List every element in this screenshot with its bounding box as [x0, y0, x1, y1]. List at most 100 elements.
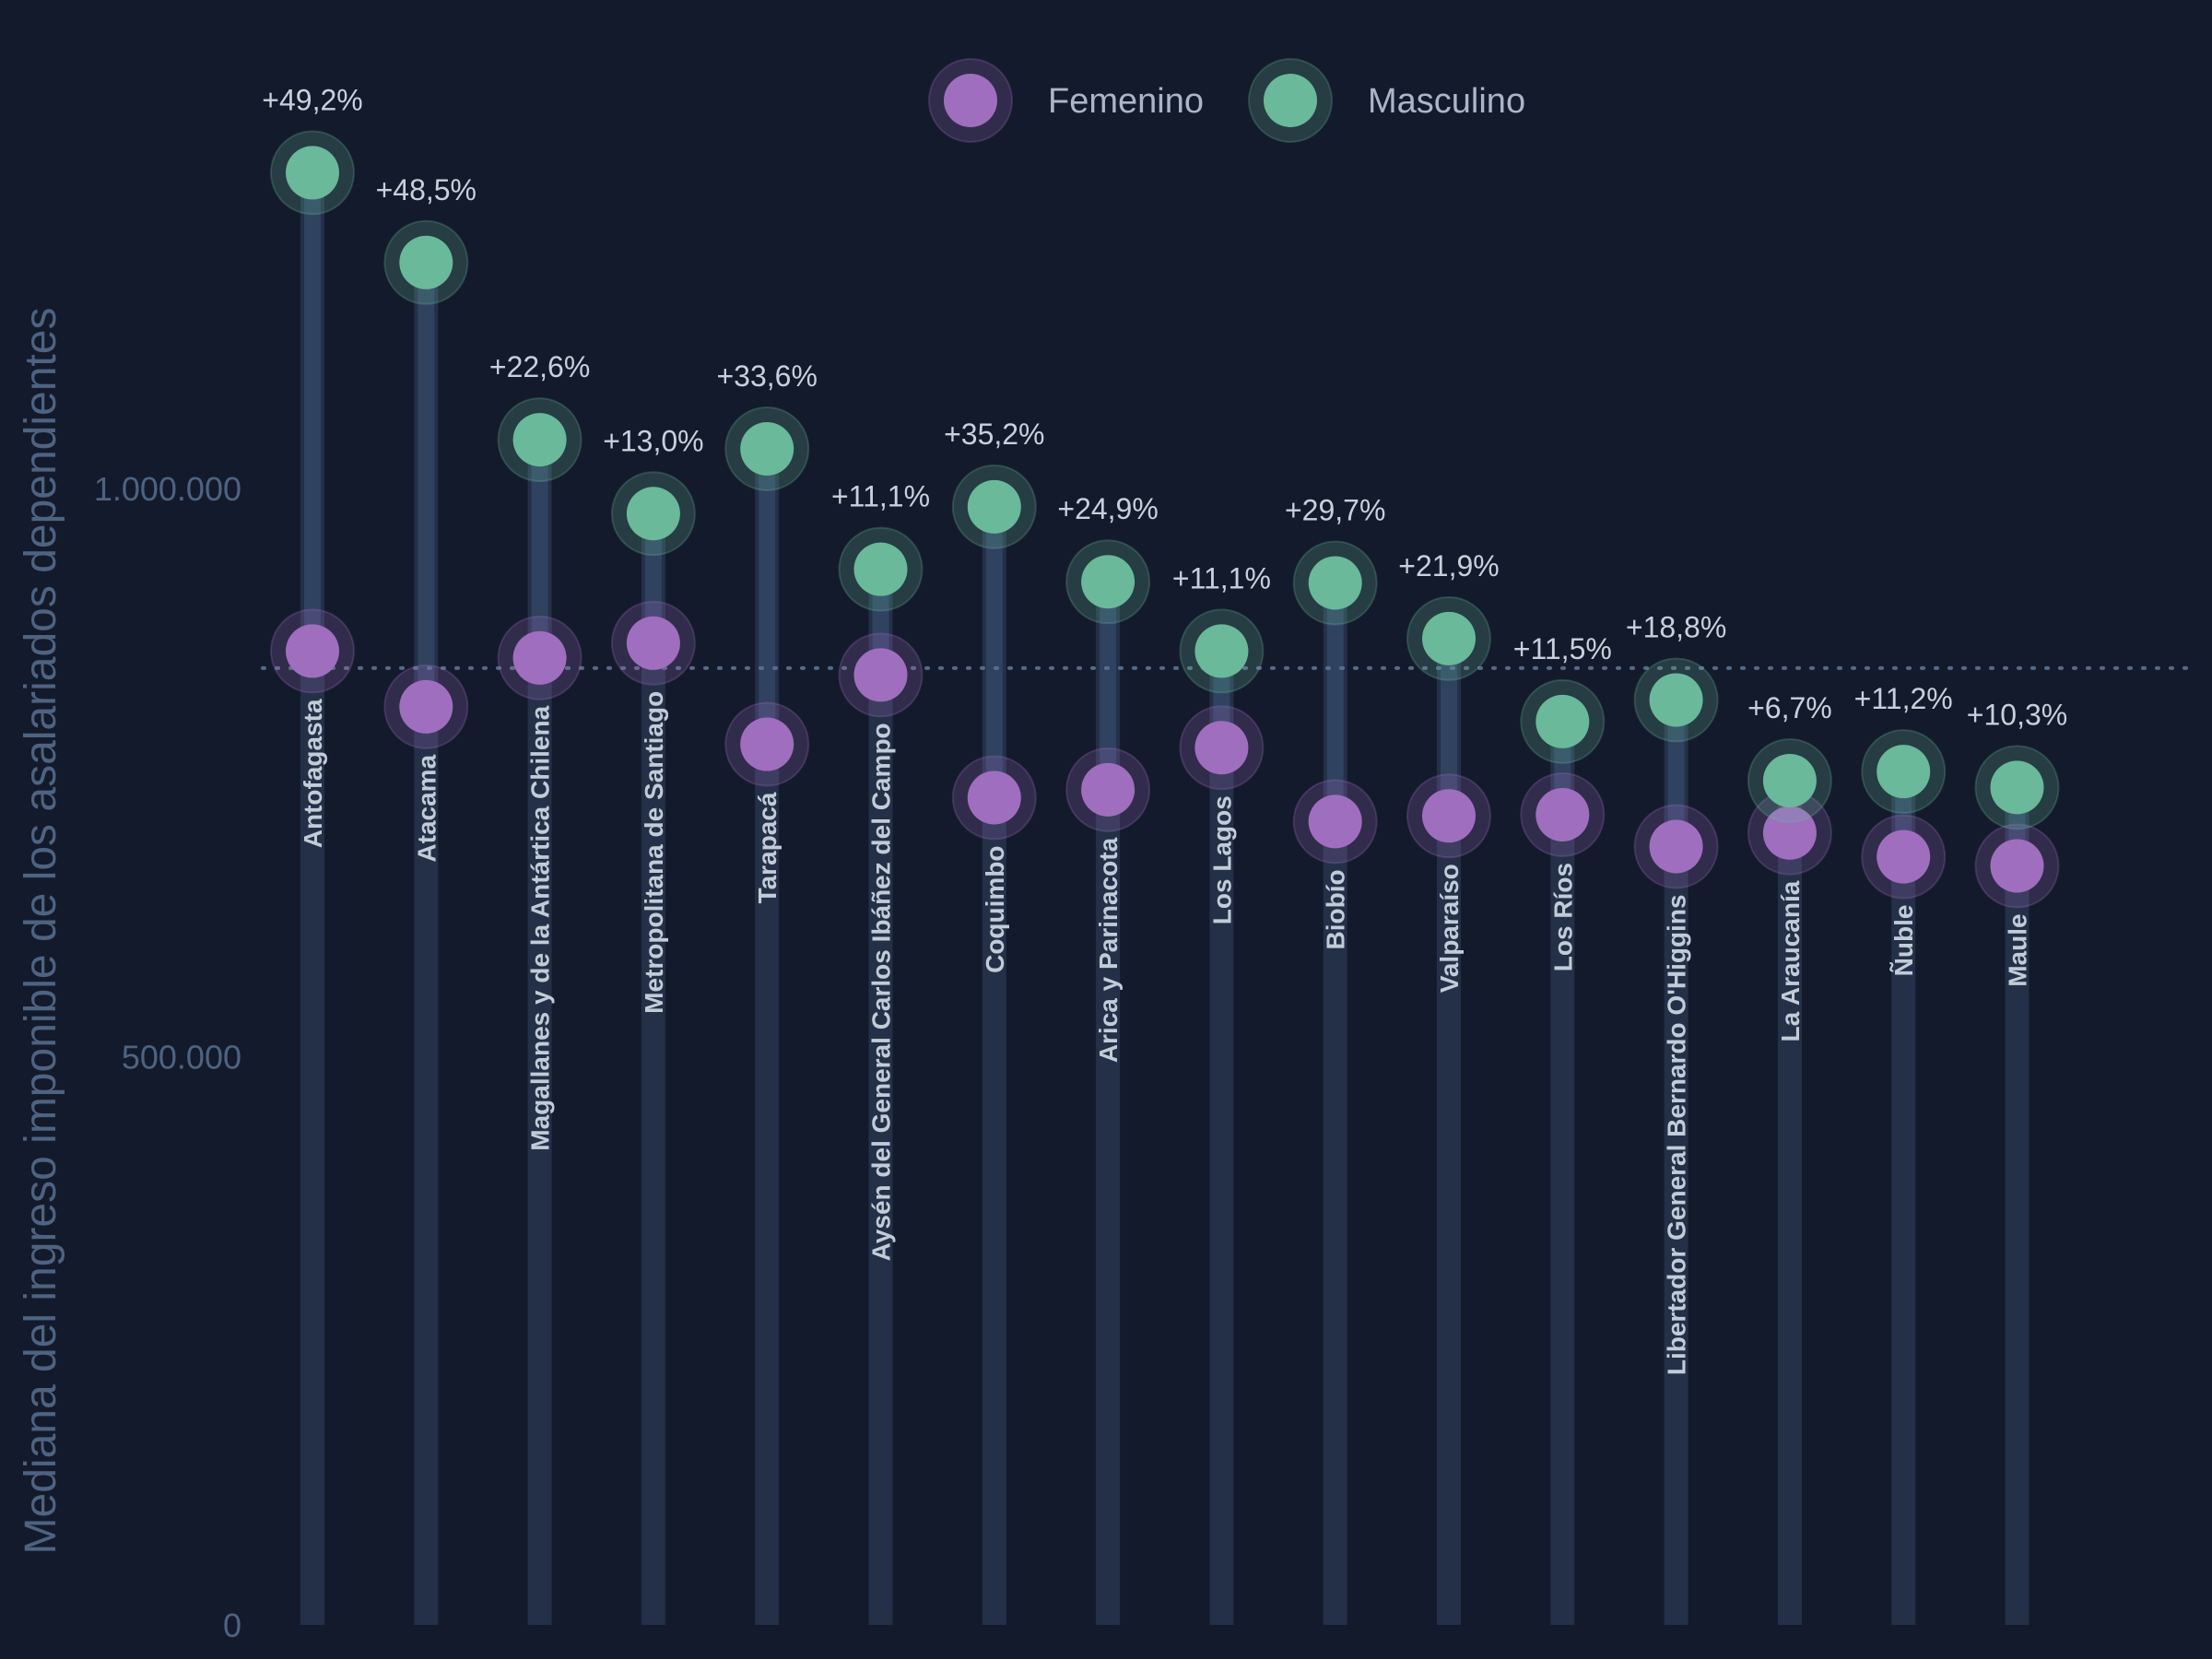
legend-item-femenino: Femenino	[928, 58, 1204, 143]
dot-masculino	[1422, 611, 1476, 665]
dot-masculino	[286, 146, 339, 200]
connector-bar	[1100, 582, 1117, 790]
legend-label-masculino: Masculino	[1368, 82, 1525, 121]
category-label: Maule	[2004, 913, 2032, 986]
difference-label: +48,5%	[376, 173, 477, 206]
dot-femenino	[399, 679, 453, 734]
dot-masculino	[512, 413, 567, 467]
category-label: Valparaíso	[1435, 864, 1464, 993]
category-label: Aysén del General Carlos Ibáñez del Camp…	[867, 723, 896, 1261]
difference-label: +33,6%	[716, 359, 817, 393]
dot-femenino	[1081, 762, 1135, 817]
dot-femenino	[967, 771, 1021, 825]
track-bar	[641, 513, 665, 1626]
connector-bar	[418, 262, 435, 707]
dot-masculino	[1081, 555, 1135, 609]
dot-femenino	[1194, 721, 1249, 775]
difference-label: +29,7%	[1285, 493, 1385, 526]
dot-masculino	[853, 542, 908, 596]
difference-label: +18,8%	[1626, 610, 1726, 643]
difference-label: +35,2%	[944, 418, 1044, 451]
dot-masculino	[1649, 673, 1703, 727]
category-label: Los Ríos	[1548, 863, 1577, 971]
connector-bar	[985, 506, 1003, 798]
legend-label-femenino: Femenino	[1048, 82, 1204, 121]
difference-label: +24,9%	[1057, 492, 1158, 525]
dot-masculino	[1762, 753, 1817, 807]
dot-femenino	[853, 648, 908, 702]
connector-bar	[644, 513, 662, 643]
track-bar	[1209, 651, 1234, 1625]
connector-bar	[1667, 700, 1685, 847]
dot-masculino	[626, 487, 680, 541]
category-label: La Araucanía	[1776, 880, 1805, 1041]
category-label: Los Lagos	[1207, 795, 1236, 924]
category-labels: Antofagasta Atacama Magallanes y de la Ant…	[299, 691, 2032, 1375]
category-label: Ñuble	[1889, 905, 1918, 977]
category-label: Biobío	[1322, 869, 1350, 949]
y-tick-label: 0	[223, 1606, 241, 1644]
tracks	[300, 172, 2030, 1626]
connector-bar	[531, 440, 548, 658]
dot-femenino	[626, 616, 680, 670]
dot-femenino	[1762, 806, 1817, 860]
dot-masculino	[1194, 624, 1249, 678]
category-label: Tarapacá	[753, 792, 782, 903]
dot-femenino	[1877, 830, 1931, 884]
connector-bar	[1326, 582, 1344, 822]
dot-masculino	[1308, 556, 1362, 610]
dot-femenino	[1649, 819, 1703, 874]
track-bar	[1550, 721, 1575, 1625]
difference-label: +49,2%	[262, 83, 362, 116]
dot-femenino	[740, 717, 794, 771]
difference-label: +21,9%	[1398, 549, 1499, 582]
category-label: Antofagasta	[299, 699, 327, 848]
dot-femenino	[512, 630, 567, 685]
y-axis-label: Mediana del ingreso imponible de los asa…	[17, 308, 65, 1555]
connector-bar	[1441, 638, 1457, 817]
dot-masculino	[740, 421, 794, 476]
dot-femenino	[1535, 787, 1590, 841]
dot-masculino	[1535, 694, 1590, 748]
category-label: Atacama	[412, 754, 441, 862]
difference-label: +11,2%	[1854, 682, 1953, 715]
difference-label: +10,3%	[1967, 698, 2067, 731]
category-label: Libertador General Bernardo O'Higgins	[1663, 894, 1691, 1375]
difference-label: +22,6%	[489, 350, 590, 383]
dot-masculino	[1877, 745, 1931, 799]
track-bar	[1891, 771, 1916, 1625]
connector-bar	[872, 569, 889, 676]
legend-item-masculino: Masculino	[1248, 58, 1525, 143]
track-bar	[868, 569, 893, 1625]
difference-label: +6,7%	[1747, 691, 1832, 724]
dot-masculino	[399, 235, 453, 289]
dot-masculino	[1990, 760, 2044, 815]
y-tick-label: 500.000	[122, 1039, 241, 1077]
track-bar	[1777, 780, 1802, 1625]
legend-swatch-femenino	[944, 74, 997, 127]
connector-bar	[304, 172, 321, 652]
difference-label: +11,1%	[831, 480, 930, 513]
legend: Femenino Masculino	[928, 58, 1525, 143]
category-label: Coquimbo	[981, 845, 1009, 972]
dot-femenino	[286, 624, 339, 678]
connector-bar	[759, 448, 776, 745]
dot-femenino	[1308, 794, 1362, 849]
legend-swatch-masculino	[1264, 74, 1317, 127]
dot-femenino	[1990, 839, 2044, 893]
category-label: Magallanes y de la Antártica Chilena	[526, 705, 555, 1150]
dot-femenino	[1422, 789, 1476, 843]
y-axis-ticks: 0 500.000 1.000.000	[94, 470, 241, 1644]
dot-masculino	[967, 479, 1021, 534]
difference-label: +13,0%	[603, 424, 703, 457]
category-label: Metropolitana de Santiago	[640, 691, 668, 1014]
dots	[270, 130, 2060, 909]
percent-labels: +49,2% +48,5% +22,6% +13,0% +33,6% +11,1% +35,…	[262, 83, 2067, 731]
difference-label: +11,5%	[1513, 632, 1612, 665]
category-label: Arica y Parinacota	[1094, 837, 1123, 1063]
difference-label: +11,1%	[1172, 561, 1271, 594]
y-tick-label: 1.000.000	[94, 470, 241, 508]
track-bar	[2005, 787, 2030, 1625]
